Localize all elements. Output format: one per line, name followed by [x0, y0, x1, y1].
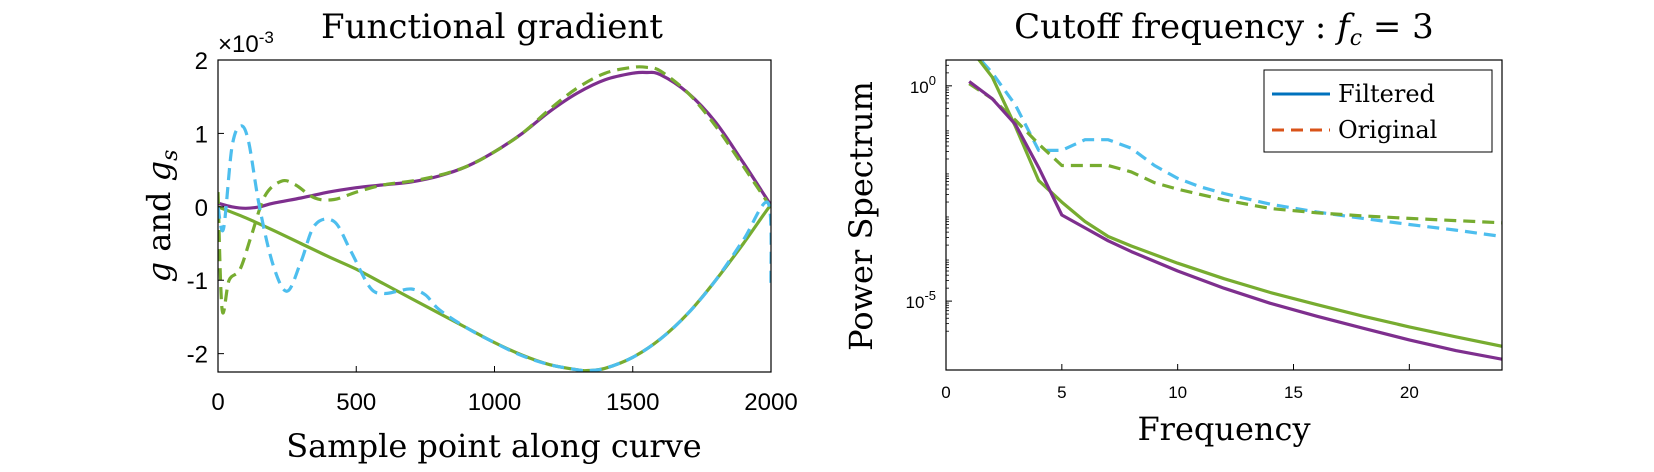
left-y-tick-label: 1: [195, 121, 208, 148]
left-series-line-1: [218, 65, 771, 315]
left-chart-title: Functional gradient: [321, 7, 663, 47]
left-axes-box: [217, 59, 772, 373]
legend-label-original: Original: [1338, 116, 1437, 144]
right-y-ticks: 100 10-5: [906, 64, 952, 332]
left-x-tick-label: 1500: [606, 389, 659, 416]
right-x-tick-label: 10: [1168, 383, 1187, 402]
right-series-line-0: [978, 60, 1502, 239]
left-x-tick-label: 1000: [468, 389, 521, 416]
left-x-tick-label: 0: [211, 389, 224, 416]
right-y-axis-label: Power Spectrum: [842, 81, 880, 351]
left-y-exponent-label: ×10-3: [218, 28, 274, 58]
left-x-axis-label: Sample point along curve: [286, 427, 701, 465]
right-series-line-3: [968, 80, 1502, 361]
right-chart: Cutoff frequency : fc = 3 0 5 10 15 20 10010…: [842, 7, 1503, 448]
right-axes-box: [945, 59, 1503, 371]
right-x-tick-label: 0: [941, 383, 950, 402]
left-chart: Functional gradient ×10-3 0 500 1000 1500 20…: [140, 7, 798, 465]
left-y-tick-label: 2: [195, 48, 208, 75]
left-y-ticks: -2 -1 0 1 2: [187, 48, 224, 369]
left-series-group: [218, 65, 771, 372]
left-x-tick-label: 2000: [744, 389, 797, 416]
right-chart-title: Cutoff frequency : fc = 3: [1014, 7, 1434, 51]
right-y-tick-label: 10-5: [906, 288, 936, 312]
left-x-tick-label: 500: [336, 389, 376, 416]
left-series-line-3: [218, 124, 771, 372]
right-legend: Filtered Original: [1263, 69, 1493, 153]
legend-box: [1263, 69, 1493, 153]
left-series-line-2: [218, 203, 771, 372]
right-x-tick-label: 20: [1400, 383, 1419, 402]
right-series-line-2: [977, 60, 1502, 348]
right-x-tick-label: 5: [1057, 383, 1066, 402]
right-y-tick-label: 100: [910, 73, 936, 97]
left-y-tick-label: -2: [187, 342, 208, 369]
right-x-tick-label: 15: [1284, 383, 1303, 402]
left-x-ticks: 0 500 1000 1500 2000: [211, 366, 798, 416]
right-x-axis-label: Frequency: [1137, 410, 1310, 448]
left-y-axis-label: g and gs: [140, 150, 183, 283]
left-y-tick-label: 0: [195, 195, 208, 222]
right-x-ticks: 0 5 10 15 20: [941, 364, 1419, 402]
right-series-line-1: [968, 82, 1502, 225]
right-series-group: [968, 60, 1502, 361]
left-y-tick-label: -1: [187, 268, 208, 295]
legend-label-filtered: Filtered: [1338, 80, 1435, 108]
